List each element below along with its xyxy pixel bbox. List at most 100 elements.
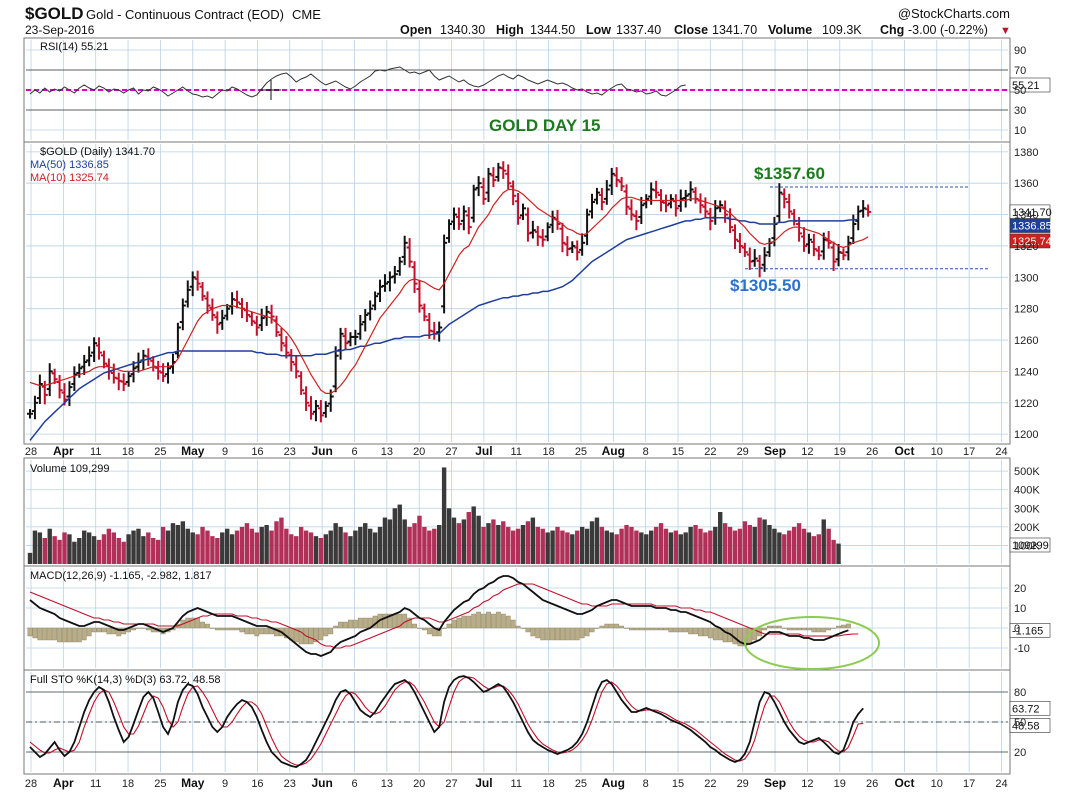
x-tick-label: Aug [602,776,625,790]
x-tick-label: 6 [351,778,357,790]
ma10-value-label: 1325.74 [1012,236,1052,248]
x-tick-label: 24 [995,446,1007,458]
x-tick-label: 18 [122,778,134,790]
volume-bar [42,538,47,564]
macd-histogram-bar [589,627,595,633]
ma10-legend: MA(10) 1325.74 [30,172,109,184]
volume-bar [446,508,452,564]
x-tick-label: 26 [866,446,878,458]
macd-histogram-bar [446,623,452,629]
macd-histogram-bar [205,623,210,629]
volume-bar [106,528,112,564]
volume-bar [175,525,181,564]
macd-histogram-bar [762,627,767,631]
x-tick-label: Sep [764,776,786,790]
ohlc-bar [219,309,226,330]
x-tick-label: 25 [154,778,166,790]
ohlc-bar [505,164,512,190]
macd-histogram-bar [234,627,240,631]
macd-histogram-bar [811,627,817,633]
volume-bar [727,526,733,564]
ohlc-bar [520,203,526,221]
volume-bar [392,508,398,564]
volume-bar [131,530,136,564]
ohlc-bar [470,184,477,223]
volume-bar [604,530,610,564]
ohlc-bar [731,224,738,250]
volume-bar [358,526,363,564]
volume-bar [639,532,644,564]
volume-bar [742,521,748,564]
volume-bar [644,534,649,564]
volume-bar [648,530,654,564]
volume-bar [303,530,309,564]
macd-histogram-bar [42,627,48,641]
x-tick-label: 13 [381,778,393,790]
ohlc-bar [485,167,492,203]
macd-histogram-bar [333,625,339,629]
ohlc-bar [598,187,605,211]
macd-histogram-bar [219,627,225,631]
volume-bar [535,526,540,564]
ohlc-bar [810,233,817,257]
macd-histogram-bar [481,613,486,629]
ohlc-bar [381,274,388,292]
volume-bar [821,519,826,564]
volume-bar [762,519,767,564]
ohlc-bar [707,207,714,231]
ohlc-bar [574,240,581,261]
volume-bar [229,534,235,564]
macd-histogram-bar [476,611,482,629]
macd-histogram-bar [624,627,629,629]
sto-k-line [29,675,864,768]
volume-bar [333,523,338,564]
macd-value-label-box [1009,623,1051,638]
ohlc-bar [736,233,743,254]
x-tick-label: 16 [251,778,263,790]
volume-bar [796,523,802,564]
macd-histogram-bar [407,617,413,629]
volume-bar [412,523,417,564]
volume-bar [589,521,595,564]
volume-bar [515,528,521,564]
ohlc-bar [515,193,522,225]
volume-bar [432,528,437,564]
macd-histogram-bar [515,625,521,629]
macd-histogram-bar [190,617,196,629]
x-tick-label: 9 [222,778,228,790]
macd-histogram-bar [520,627,526,629]
x-tick-label: 11 [511,778,522,790]
macd-histogram-bar [392,613,398,629]
ohlc-bar [865,204,872,217]
volume-bar [249,528,255,564]
highlight-ellipse [744,616,880,670]
x-tick-label: Jun [311,444,332,458]
volume-bar [338,526,343,564]
macd-histogram-bar [535,627,541,639]
rsi-tick-label: 90 [1014,45,1026,57]
rsi-tick-label: 50 [1014,85,1026,97]
volume-bar [471,506,476,564]
high-price-annotation: $1357.60 [754,164,825,183]
volume-bar [545,532,550,564]
macd-histogram-bar [781,627,787,629]
macd-histogram-bar [81,627,87,641]
macd-histogram-bar [614,623,620,629]
volume-bar [510,530,516,564]
volume-bar [476,515,481,564]
ma10-value-label-box [1009,233,1051,249]
ohlc-bar [209,298,216,321]
ohlc-bar [46,363,53,397]
ohlc-bar [174,322,181,359]
macd-histogram-bar [362,617,368,629]
macd-histogram-bar [239,627,245,633]
macd-legend: MACD(12,26,9) -1.165, -2.982, 1.817 [30,570,212,582]
volume-bar [91,536,97,564]
macd-histogram-bar [254,627,260,637]
volume-bar [160,526,166,564]
ohlc-bar [189,271,196,297]
price-tick-label: 1260 [1014,335,1038,347]
volume-bar [77,538,82,564]
macd-histogram-bar [71,627,77,643]
ohlc-bar [100,350,107,369]
